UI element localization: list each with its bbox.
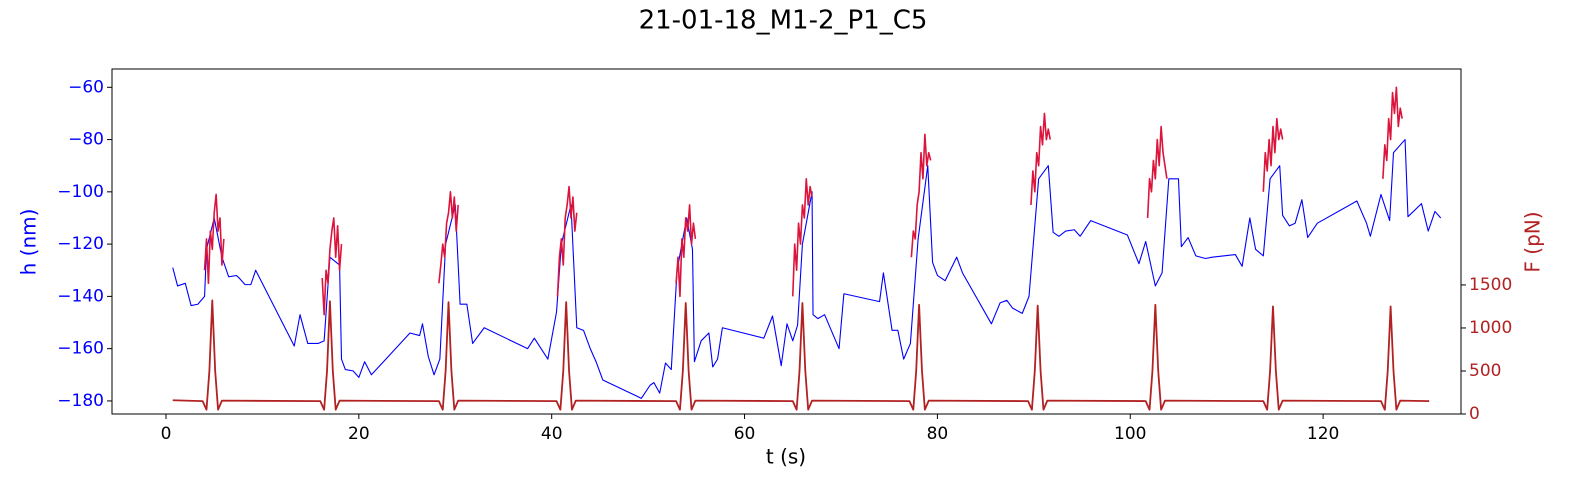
y-tick-label: −180 xyxy=(57,391,104,411)
data-line xyxy=(791,177,813,297)
data-line xyxy=(321,217,343,316)
data-line xyxy=(1146,125,1168,219)
data-line xyxy=(438,191,459,284)
data-line xyxy=(556,185,578,297)
data-line xyxy=(675,204,697,298)
y-tick-label: −160 xyxy=(57,339,104,359)
data-line xyxy=(203,193,225,285)
data-line xyxy=(1382,86,1403,179)
data-line xyxy=(910,133,932,258)
y-tick-label: −100 xyxy=(57,182,104,202)
x-tick-label: 100 xyxy=(1114,424,1146,444)
y-tick-label: −60 xyxy=(68,77,104,97)
y2-tick-label: 500 xyxy=(1469,361,1501,381)
y-tick-label: −80 xyxy=(68,130,104,150)
y2-tick-label: 1500 xyxy=(1469,275,1512,295)
y2-tick-label: 1000 xyxy=(1469,318,1512,338)
x-tick-label: 120 xyxy=(1307,424,1339,444)
y-axis-label: h (nm) xyxy=(17,209,41,276)
y2-axis-label: F (pN) xyxy=(1521,211,1545,272)
y-tick-label: −120 xyxy=(57,234,104,254)
data-line xyxy=(1030,112,1052,205)
x-tick-label: 0 xyxy=(161,424,172,444)
y2-tick-label: 0 xyxy=(1469,404,1480,424)
data-line xyxy=(172,139,1442,399)
x-tick-label: 20 xyxy=(348,424,370,444)
chart-title: 21-01-18_M1-2_P1_C5 xyxy=(639,6,928,36)
data-line xyxy=(172,299,1430,411)
x-axis-label: t (s) xyxy=(766,445,806,469)
x-tick-label: 80 xyxy=(927,424,949,444)
plot-frame xyxy=(111,68,1462,415)
x-tick-label: 60 xyxy=(734,424,756,444)
data-line xyxy=(1262,117,1284,192)
x-tick-label: 40 xyxy=(541,424,563,444)
y-tick-label: −140 xyxy=(57,286,104,306)
